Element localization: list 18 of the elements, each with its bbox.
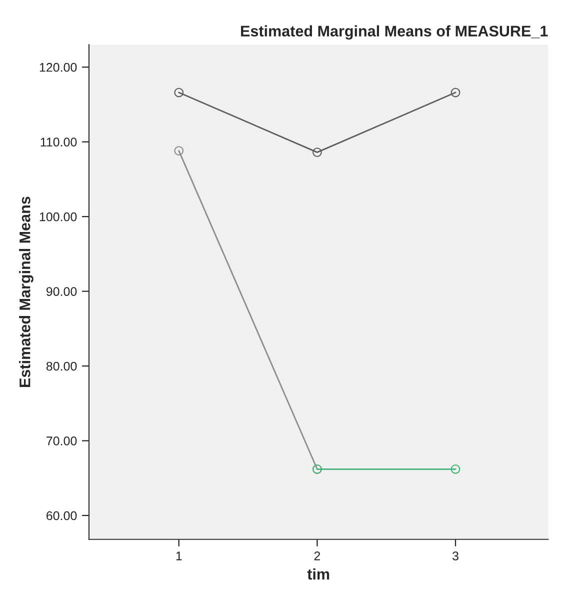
point [450,88,460,98]
x-tick-label: 2 [314,552,320,560]
x-axis-title: tim [307,568,330,580]
y-tick-label: 80.00 [46,362,77,371]
y-tick-label: 90.00 [46,287,77,296]
y-tick-label: 110.00 [40,138,77,146]
y-tick-label: 100.00 [40,212,77,222]
y-tick-label: 60.00 [46,511,77,520]
point [450,464,460,474]
y-axis-title: Estimated Marginal Means [19,196,34,387]
point [312,148,322,157]
point [174,146,184,156]
point [174,88,184,98]
y-tick-label: 120.00 [40,62,77,72]
chart-title: Estimated Marginal Means of MEASURE_1 [241,25,548,40]
x-tick-label: 3 [452,552,458,560]
y-tick-label: 70.00 [46,436,77,446]
x-tick-label: 1 [176,552,182,560]
